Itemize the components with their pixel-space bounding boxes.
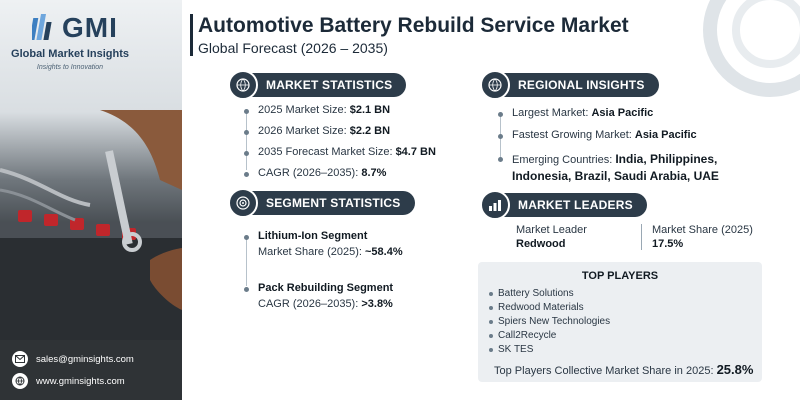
list-item: Call2Recycle	[489, 330, 556, 341]
market-leaders-title: MARKET LEADERS	[500, 193, 647, 217]
website-row[interactable]: www.gminsights.com	[12, 372, 125, 390]
list-item: Indonesia, Brazil, Saudi Arabia, UAE	[512, 169, 719, 183]
list-item: Pack Rebuilding Segment	[258, 282, 394, 294]
top-players-title: TOP PLAYERS	[581, 270, 659, 282]
list-item: Fastest Growing Market: Asia Pacific	[512, 129, 697, 141]
list-item: Battery Solutions	[489, 288, 574, 299]
market-leaders-header: MARKET LEADERS	[480, 190, 647, 220]
list-item: Redwood Materials	[489, 302, 584, 313]
list-item: Lithium-Ion Segment	[258, 230, 368, 242]
market-statistics-title: MARKET STATISTICS	[248, 73, 407, 97]
globe-chart-icon	[228, 70, 258, 100]
mail-icon	[12, 351, 28, 367]
regional-insights-header: REGIONAL INSIGHTS	[480, 70, 659, 100]
battery-repair-illustration	[0, 110, 182, 340]
segment-statistics-header: SEGMENT STATISTICS	[228, 188, 415, 218]
target-icon	[228, 188, 258, 218]
page-subtitle: Global Forecast (2026 – 2035)	[198, 40, 388, 56]
leader-divider	[641, 224, 642, 250]
segment-statistics-list: Lithium-Ion Segment Market Share (2025):…	[244, 230, 464, 310]
logo-text: GMI	[62, 12, 118, 43]
website-link[interactable]: www.gminsights.com	[36, 375, 125, 387]
email-link[interactable]: sales@gminsights.com	[36, 353, 134, 365]
list-item: 2026 Market Size: $2.2 BN	[258, 125, 391, 137]
brand-tagline: Insights to Innovation	[36, 64, 104, 71]
leader-label: Market Leader	[516, 224, 587, 236]
list-item: 2035 Forecast Market Size: $4.7 BN	[258, 146, 436, 158]
leader-value: Redwood	[516, 238, 566, 250]
list-item: Spiers New Technologies	[489, 316, 610, 327]
list-item: SK TES	[489, 344, 533, 355]
list-item: CAGR (2026–2035): >3.8%	[258, 298, 393, 310]
brand-name: Global Market Insights	[11, 48, 129, 60]
top-players-box: TOP PLAYERS Battery Solutions Redwood Ma…	[478, 262, 762, 382]
gmi-logo-icon	[32, 14, 52, 40]
share-label: Market Share (2025)	[652, 224, 753, 236]
web-icon	[12, 373, 28, 389]
bar-chart-icon	[480, 190, 510, 220]
list-item: 2025 Market Size: $2.1 BN	[258, 104, 391, 116]
segment-statistics-title: SEGMENT STATISTICS	[248, 191, 415, 215]
list-item: Emerging Countries: India, Philippines,	[512, 152, 718, 166]
share-value: 17.5%	[652, 238, 684, 250]
page-title: Automotive Battery Rebuild Service Marke…	[198, 14, 629, 37]
regional-insights-list: Largest Market: Asia Pacific Fastest Gro…	[498, 107, 778, 197]
list-item: Largest Market: Asia Pacific	[512, 107, 654, 119]
market-statistics-list: 2025 Market Size: $2.1 BN 2026 Market Si…	[244, 104, 464, 184]
regional-insights-title: REGIONAL INSIGHTS	[500, 73, 659, 97]
decorative-rings	[703, 0, 800, 97]
globe-icon	[480, 70, 510, 100]
list-item: Market Share (2025): ~58.4%	[258, 246, 403, 258]
hero-photo-panel: GMI Global Market Insights Insights to I…	[0, 0, 182, 400]
title-accent-bar	[190, 14, 193, 56]
market-statistics-header: MARKET STATISTICS	[228, 70, 407, 100]
email-row[interactable]: sales@gminsights.com	[12, 350, 134, 368]
brand-logo[interactable]: GMI Global Market Insights Insights to I…	[10, 12, 175, 82]
collective-share: Top Players Collective Market Share in 2…	[494, 362, 754, 377]
contact-footer: sales@gminsights.com www.gminsights.com	[0, 340, 182, 400]
list-item: CAGR (2026–2035): 8.7%	[258, 167, 387, 179]
